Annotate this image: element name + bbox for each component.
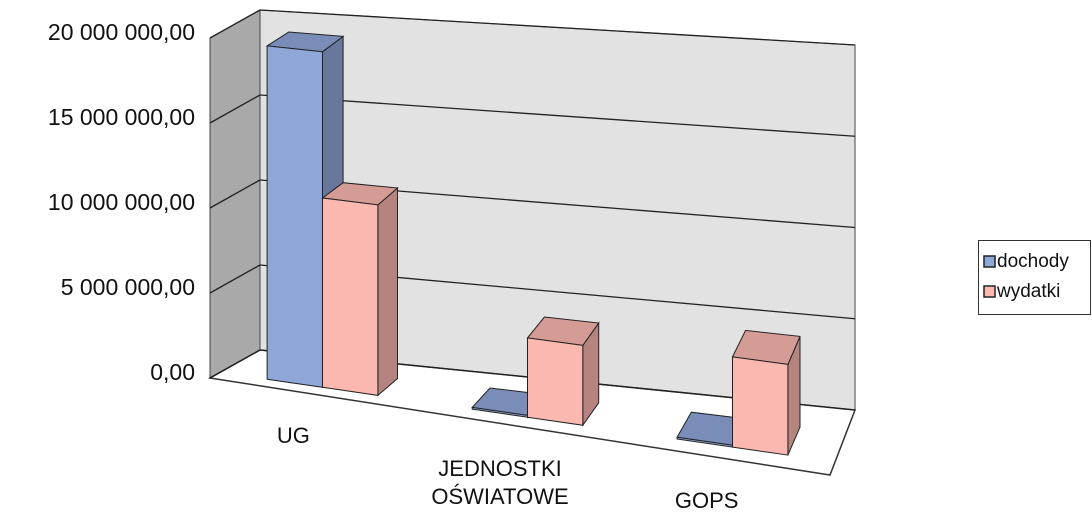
y-tick-label: 15 000 000,00 xyxy=(48,104,195,130)
grid-line xyxy=(209,264,261,294)
bar xyxy=(526,316,600,427)
y-tick-label: 0,00 xyxy=(150,359,195,385)
y-tick-label: 5 000 000,00 xyxy=(61,274,195,300)
x-tick-label: UG xyxy=(276,423,310,449)
bar-front xyxy=(732,356,789,456)
bar xyxy=(321,182,399,397)
bar xyxy=(731,329,801,456)
legend-swatch xyxy=(983,255,996,268)
legend-label: wydatki xyxy=(996,281,1060,302)
grid-line xyxy=(209,179,261,209)
y-tick-label: 10 000 000,00 xyxy=(48,189,195,215)
y-tick-label: 20 000 000,00 xyxy=(48,19,195,45)
bar-front xyxy=(322,197,379,396)
bar-front xyxy=(266,45,323,388)
x-tick-label: JEDNOSTKI OŚWIATOWE xyxy=(431,455,569,509)
grid-line xyxy=(209,94,261,124)
x-tick-label: GOPS xyxy=(674,487,739,513)
bar-side xyxy=(377,186,398,397)
grid-line xyxy=(259,9,856,46)
legend-box xyxy=(978,240,1091,315)
grid-line xyxy=(259,94,856,137)
legend-label: dochody xyxy=(997,251,1069,272)
legend-swatch xyxy=(983,285,996,298)
grid-line xyxy=(209,9,261,39)
bar-front xyxy=(527,337,584,426)
grid-line xyxy=(209,349,261,379)
